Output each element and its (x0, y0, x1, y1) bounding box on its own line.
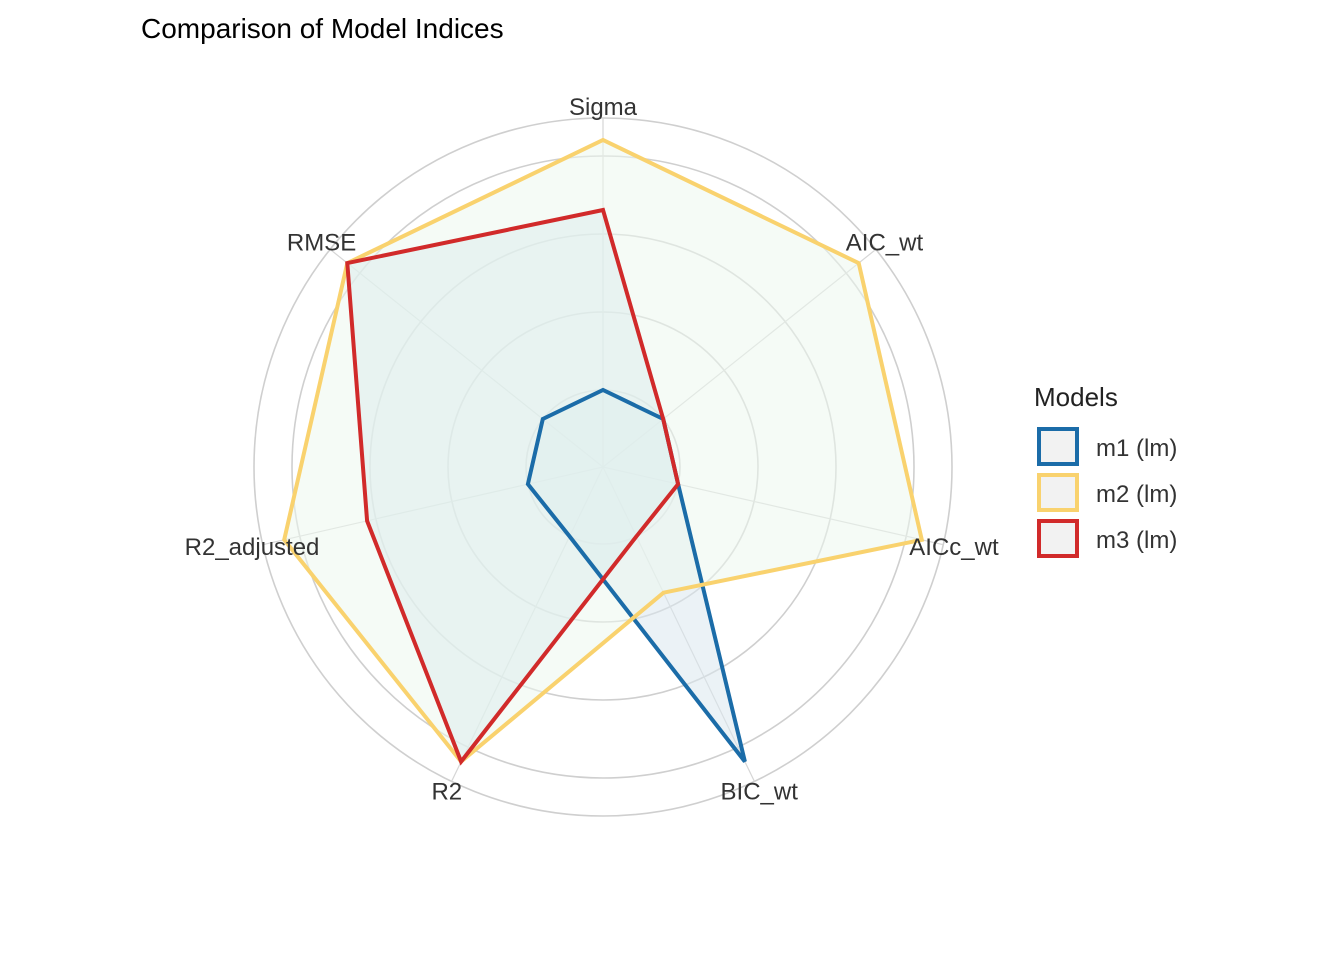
axis-label-Sigma: Sigma (569, 94, 638, 121)
series-line-1 (525, 387, 747, 763)
series-lines (282, 137, 925, 766)
legend: Models m1 (lm) m2 (lm) m3 (lm) (1034, 382, 1177, 558)
series-fills (284, 140, 922, 762)
axis-labels: AIC_wt AICc_wt BIC_wt R2 R2_adjusted RMSE Sigm… (185, 94, 999, 805)
axis-label-RMSE: RMSE (287, 230, 356, 257)
legend-label-1: m1 (lm) (1096, 435, 1177, 462)
legend-title: Models (1034, 382, 1118, 412)
axis-label-AIC_wt: AIC_wt (846, 230, 924, 257)
axis-label-R2_adjusted: R2_adjusted (185, 534, 320, 561)
axis-label-AICc_wt: AICc_wt (909, 534, 999, 561)
legend-key-3 (1037, 519, 1079, 558)
chart-title: Comparison of Model Indices (141, 13, 504, 44)
axis-label-R2: R2 (431, 778, 462, 805)
legend-label-2: m2 (lm) (1096, 481, 1177, 508)
series-fill-3 (347, 210, 679, 762)
series-line-2 (282, 137, 925, 765)
legend-label-3: m3 (lm) (1096, 527, 1177, 554)
series-line-3 (345, 207, 681, 766)
legend-key-2 (1037, 473, 1079, 512)
legend-key-1 (1037, 427, 1079, 466)
axis-label-BIC_wt: BIC_wt (721, 778, 799, 805)
